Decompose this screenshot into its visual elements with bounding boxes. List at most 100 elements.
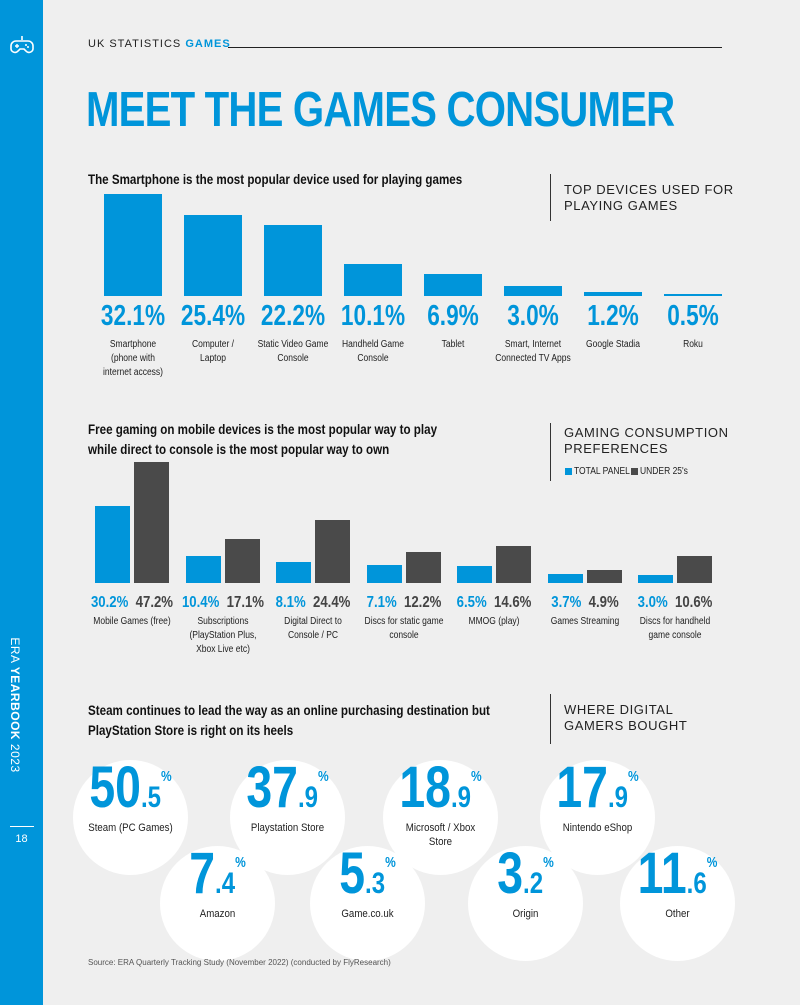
category-line: Console bbox=[277, 353, 309, 364]
category-line: console bbox=[388, 630, 419, 641]
preference-category-label: Digital Direct to Console / PC bbox=[261, 615, 365, 643]
legend-under25-swatch bbox=[631, 468, 638, 475]
store-share: 37.9% bbox=[242, 754, 334, 821]
store-share: 3.2% bbox=[480, 840, 572, 907]
total-panel-value: 6.5% bbox=[456, 594, 487, 611]
legend-total-swatch bbox=[565, 468, 572, 475]
store-share-percent: % bbox=[627, 768, 639, 785]
store-circle: 7.4% Amazon bbox=[160, 841, 275, 961]
store-name-line: Game.co.uk bbox=[341, 908, 394, 920]
store-share-percent: % bbox=[160, 768, 172, 785]
store-circle: 17.9% Nintendo eShop bbox=[540, 755, 655, 875]
category-line: Games Streaming bbox=[550, 616, 619, 627]
under25-bar bbox=[134, 462, 169, 583]
category-line: Mobile Games (free) bbox=[93, 616, 171, 627]
store-share-percent: % bbox=[706, 854, 718, 871]
store-share: 11.6% bbox=[632, 840, 724, 907]
category-line: Handheld Game bbox=[342, 339, 404, 350]
category-line: Google Stadia bbox=[586, 339, 640, 350]
category-line: Console / PC bbox=[287, 630, 339, 641]
store-name: Amazon bbox=[167, 907, 268, 921]
device-category-label: Roku bbox=[646, 338, 740, 352]
store-share-percent: % bbox=[235, 854, 246, 871]
preference-category-label: Games Streaming bbox=[533, 615, 637, 629]
value-pair: 7.1% 12.2% bbox=[355, 594, 452, 612]
store-share-percent: % bbox=[385, 854, 396, 871]
store-share-integer: 50 bbox=[89, 755, 141, 820]
store-name: Game.co.uk bbox=[317, 907, 418, 921]
section3-heading: WHERE DIGITAL GAMERS BOUGHT bbox=[564, 702, 688, 733]
device-bar bbox=[264, 225, 322, 296]
store-share-decimal: .5 bbox=[140, 781, 161, 814]
store-share-percent: % bbox=[543, 854, 554, 871]
value-pair: 10.4% 17.1% bbox=[174, 594, 271, 612]
device-category-label: Smartphone (phone with internet access) bbox=[86, 338, 180, 380]
under25-value: 47.2% bbox=[135, 594, 174, 611]
store-circle: 50.5% Steam (PC Games) bbox=[73, 755, 188, 875]
section1-heading: TOP DEVICES USED FOR PLAYING GAMES bbox=[564, 182, 734, 213]
store-circle: 18.9% Microsoft / Xbox Store bbox=[383, 755, 498, 875]
under25-bar bbox=[405, 552, 441, 583]
preference-category-label: Discs for handheld game console bbox=[623, 615, 727, 643]
total-panel-bar bbox=[547, 574, 583, 583]
total-panel-value: 10.4% bbox=[181, 594, 219, 611]
total-panel-value: 3.7% bbox=[550, 594, 581, 611]
sidebar-divider bbox=[10, 826, 34, 827]
store-name-line: Microsoft / Xbox bbox=[405, 822, 476, 834]
store-name: Nintendo eShop bbox=[547, 821, 648, 835]
device-value-label: 6.9% bbox=[427, 300, 479, 332]
category-line: (phone with bbox=[111, 353, 155, 364]
store-share-integer: 11 bbox=[637, 841, 687, 906]
category-line: Computer / bbox=[191, 339, 235, 350]
page-number: 18 bbox=[15, 833, 28, 845]
store-share: 7.4% bbox=[172, 840, 264, 907]
store-name: Origin bbox=[475, 907, 576, 921]
store-share: 5.3% bbox=[322, 840, 414, 907]
store-share-decimal: .4 bbox=[215, 867, 236, 900]
device-category-label: Smart, Internet Connected TV Apps bbox=[486, 338, 580, 366]
header-rule bbox=[228, 47, 722, 48]
source-note: Source: ERA Quarterly Tracking Study (No… bbox=[88, 958, 391, 967]
total-panel-bar bbox=[638, 575, 673, 583]
legend-total-label: TOTAL PANEL bbox=[574, 466, 630, 477]
device-bar bbox=[584, 292, 642, 296]
under25-bar bbox=[315, 520, 350, 583]
store-circle: 11.6% Other bbox=[620, 841, 735, 961]
store-share-integer: 5 bbox=[339, 841, 366, 906]
category-line: Smartphone bbox=[109, 339, 157, 350]
store-name-line: Amazon bbox=[199, 908, 236, 920]
device-category-label: Google Stadia bbox=[566, 338, 660, 352]
section1-heading-bar bbox=[550, 174, 551, 221]
store-circle: 5.3% Game.co.uk bbox=[310, 841, 425, 961]
category-line: Console bbox=[357, 353, 389, 364]
total-panel-value: 7.1% bbox=[366, 594, 397, 611]
store-share-integer: 37 bbox=[246, 755, 298, 820]
total-panel-value: 8.1% bbox=[275, 594, 306, 611]
store-name-line: Nintendo eShop bbox=[562, 822, 633, 834]
store-share-decimal: .9 bbox=[297, 781, 318, 814]
gamepad-icon bbox=[10, 36, 34, 54]
store-share-integer: 17 bbox=[556, 755, 608, 820]
device-category-label: Static Video Game Console bbox=[246, 338, 340, 366]
store-share: 18.9% bbox=[395, 754, 487, 821]
value-pair: 3.0% 10.6% bbox=[627, 594, 724, 612]
total-panel-bar bbox=[185, 556, 221, 583]
page-title: MEET THE GAMES CONSUMER bbox=[86, 83, 675, 137]
category-line: Static Video Game bbox=[257, 339, 329, 350]
store-share-integer: 3 bbox=[497, 841, 524, 906]
preference-category-label: Discs for static game console bbox=[352, 615, 456, 643]
store-share-percent: % bbox=[470, 768, 482, 785]
total-panel-value: 30.2% bbox=[90, 594, 129, 611]
under25-value: 10.6% bbox=[675, 594, 713, 611]
store-share-decimal: .2 bbox=[523, 867, 544, 900]
under25-bar bbox=[224, 539, 260, 583]
device-value-label: 22.2% bbox=[260, 300, 326, 332]
category-line: Roku bbox=[683, 339, 703, 350]
store-share: 50.5% bbox=[85, 754, 177, 821]
category-line: Tablet bbox=[441, 339, 465, 350]
store-share-percent: % bbox=[317, 768, 329, 785]
total-panel-bar bbox=[366, 565, 402, 583]
store-name: Playstation Store bbox=[237, 821, 338, 835]
device-value-label: 0.5% bbox=[667, 300, 719, 332]
under25-value: 17.1% bbox=[226, 594, 264, 611]
